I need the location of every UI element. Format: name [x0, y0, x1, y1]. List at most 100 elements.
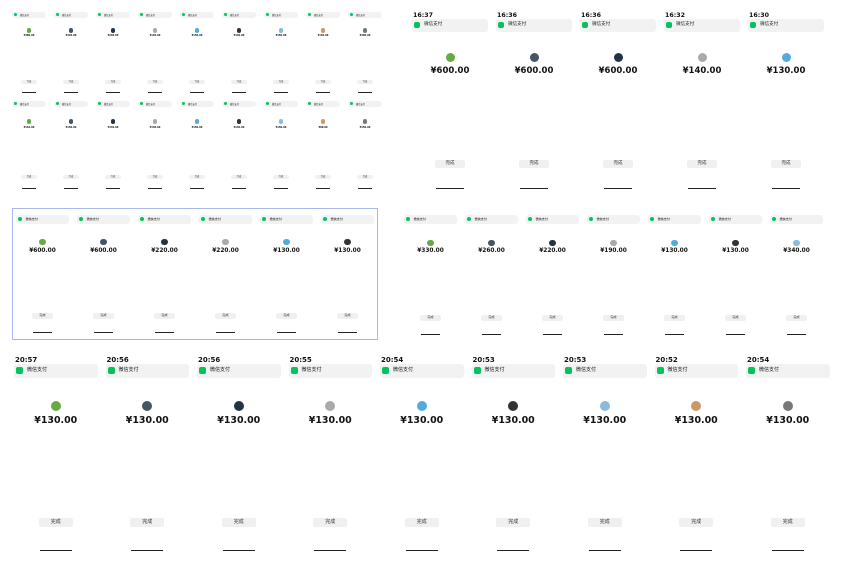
avatar [508, 401, 519, 412]
avatar [671, 239, 678, 246]
avatar [236, 28, 242, 33]
notification-title: 微信支付 [146, 13, 156, 17]
amount: ¥220.00 [151, 247, 178, 254]
done-button: 完成 [231, 80, 247, 85]
amount: ¥150.00 [191, 125, 203, 129]
notification-icon [350, 101, 354, 106]
notification-title: 微信支付 [62, 102, 72, 106]
done-button: 完成 [518, 159, 550, 168]
notification-icon [650, 216, 655, 222]
notification [664, 19, 740, 32]
done-button: 完成 [770, 518, 805, 528]
done-button: 完成 [602, 314, 625, 321]
notification-icon [79, 216, 84, 222]
avatar [236, 119, 242, 124]
notification-title: 微信支付 [592, 22, 611, 27]
notification-icon [224, 12, 228, 17]
amount: ¥150.00 [65, 125, 77, 129]
home-bar [405, 550, 438, 551]
notification [16, 214, 69, 224]
notification [770, 214, 823, 224]
status-time: 20:54 [381, 356, 404, 364]
amount: ¥130.00 [233, 34, 245, 38]
avatar [549, 239, 556, 246]
status-time: 16:37 [413, 12, 434, 19]
notification-title: 微信支付 [356, 13, 366, 17]
notification [12, 100, 46, 107]
notification-icon [140, 12, 144, 17]
amount: ¥420.00 [65, 34, 77, 38]
amount: ¥220.00 [212, 247, 239, 254]
notification-title: 微信支付 [27, 367, 48, 373]
home-bar [154, 332, 175, 333]
notification-icon [323, 216, 328, 222]
done-button: 完成 [336, 313, 359, 319]
amount: ¥260.00 [478, 248, 505, 255]
status-time: 20:54 [747, 356, 770, 364]
notification-title: 微信支付 [230, 13, 240, 17]
avatar [233, 401, 244, 412]
amount: ¥600.00 [29, 247, 56, 254]
amount: ¥130.00 [583, 415, 627, 427]
done-button: 完成 [679, 518, 714, 528]
status-time: 20:52 [655, 356, 678, 364]
notification-title: 微信支付 [118, 367, 139, 373]
notification-icon [98, 101, 102, 106]
avatar [283, 239, 290, 246]
amount: ¥130.00 [722, 248, 749, 255]
notification [222, 100, 256, 107]
home-bar [276, 332, 297, 333]
amount: ¥130.00 [308, 415, 352, 427]
home-bar [603, 334, 624, 335]
notification-title: 微信支付 [779, 217, 792, 222]
notification-icon [266, 101, 270, 106]
home-bar [273, 188, 289, 189]
notification [138, 100, 172, 107]
notification [748, 19, 824, 32]
home-bar [147, 188, 163, 189]
avatar [26, 28, 32, 33]
amount: ¥130.00 [661, 248, 688, 255]
notification-icon [589, 216, 594, 222]
done-button: 完成 [231, 174, 247, 179]
avatar [320, 28, 326, 33]
home-bar [542, 334, 563, 335]
avatar [691, 401, 702, 412]
notification-icon [182, 101, 186, 106]
notification [96, 100, 130, 107]
notification [12, 11, 46, 18]
notification [380, 364, 464, 378]
notification-title: 微信支付 [759, 367, 780, 373]
notification [264, 11, 298, 18]
done-button: 完成 [147, 174, 163, 179]
home-bar [231, 188, 247, 189]
amount: ¥80.00 [318, 125, 328, 129]
amount: ¥220.00 [539, 248, 566, 255]
done-button: 完成 [315, 80, 331, 85]
notification-icon [414, 21, 421, 29]
amount: ¥340.00 [783, 248, 810, 255]
done-button: 完成 [724, 314, 747, 321]
notification [14, 364, 98, 378]
notification [348, 11, 382, 18]
home-bar [680, 550, 713, 551]
notification-title: 微信支付 [269, 217, 282, 222]
notification-icon [224, 101, 228, 106]
notification [654, 364, 738, 378]
avatar [529, 53, 539, 63]
notification-icon [140, 216, 145, 222]
done-button: 完成 [785, 314, 808, 321]
status-time: 20:55 [289, 356, 312, 364]
notification [709, 214, 762, 224]
home-bar [725, 334, 746, 335]
done-button: 完成 [357, 80, 373, 85]
amount: ¥130.00 [217, 415, 261, 427]
notification-title: 微信支付 [508, 22, 527, 27]
done-button: 完成 [686, 159, 718, 168]
notification [471, 364, 555, 378]
notification-icon [467, 216, 472, 222]
home-bar [105, 92, 121, 93]
status-time: 20:53 [472, 356, 495, 364]
notification [465, 214, 518, 224]
